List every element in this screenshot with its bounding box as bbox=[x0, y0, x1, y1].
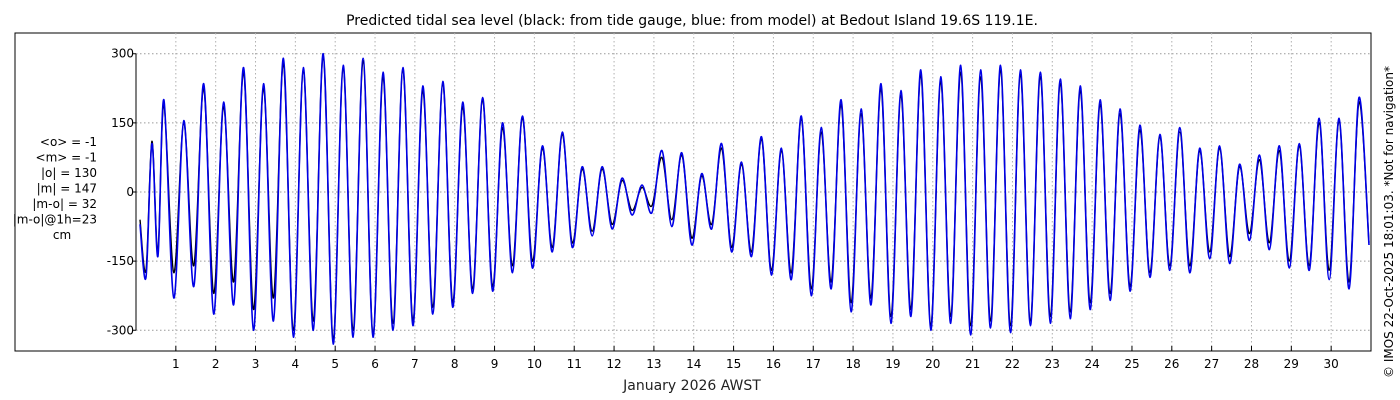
series-layer bbox=[139, 52, 1370, 345]
stat-line: |o| = 130 bbox=[41, 166, 97, 180]
x-tick-label: 21 bbox=[965, 357, 980, 371]
x-tick-label: 15 bbox=[726, 357, 741, 371]
credit-text: © IMOS 22-Oct-2025 18:01:03. *Not for na… bbox=[1382, 66, 1396, 378]
y-tick-label: -150 bbox=[107, 254, 134, 268]
x-tick-label: 2 bbox=[212, 357, 220, 371]
x-tick-label: 5 bbox=[331, 357, 339, 371]
x-tick-label: 25 bbox=[1124, 357, 1139, 371]
x-tick-label: 24 bbox=[1084, 357, 1099, 371]
x-tick-label: 10 bbox=[527, 357, 542, 371]
stats-panel: <o> = -1 <m> = -1|o| = 130 |m| = 147|m-o| … bbox=[13, 135, 97, 242]
y-tick-label: 150 bbox=[111, 116, 134, 130]
y-axis: 300 150 0 -150 -300 bbox=[107, 47, 137, 337]
x-tick-label: 7 bbox=[411, 357, 419, 371]
stat-line: |m-o|@1h=23 bbox=[13, 213, 97, 227]
x-axis-label: January 2026 AWST bbox=[622, 378, 761, 394]
x-tick-label: 17 bbox=[806, 357, 821, 371]
x-tick-label: 9 bbox=[491, 357, 499, 371]
chart-title: Predicted tidal sea level (black: from t… bbox=[346, 13, 1038, 29]
x-tick-label: 26 bbox=[1164, 357, 1179, 371]
model-series-line bbox=[139, 52, 1370, 345]
x-tick-label: 28 bbox=[1244, 357, 1259, 371]
x-tick-label: 19 bbox=[885, 357, 900, 371]
stat-line: cm bbox=[53, 228, 71, 242]
x-tick-label: 18 bbox=[845, 357, 860, 371]
stat-line: |m| = 147 bbox=[37, 182, 97, 196]
x-tick-label: 30 bbox=[1324, 357, 1339, 371]
stat-line: <m> = -1 bbox=[36, 151, 97, 165]
x-axis: 1 2 3 4 5 6 7 8 9 10 11 12 13 14 15 16 17 18 19 20 21 22 23 24 2… bbox=[172, 346, 1339, 371]
x-tick-label: 27 bbox=[1204, 357, 1219, 371]
x-tick-label: 23 bbox=[1045, 357, 1060, 371]
x-tick-label: 1 bbox=[172, 357, 180, 371]
x-tick-label: 4 bbox=[292, 357, 300, 371]
y-tick-label: 0 bbox=[126, 185, 134, 199]
x-tick-label: 6 bbox=[371, 357, 379, 371]
stat-line: |m-o| = 32 bbox=[32, 197, 97, 211]
x-tick-label: 8 bbox=[451, 357, 459, 371]
x-tick-label: 12 bbox=[606, 357, 621, 371]
x-tick-label: 3 bbox=[252, 357, 260, 371]
x-tick-label: 20 bbox=[925, 357, 940, 371]
x-tick-label: 16 bbox=[766, 357, 781, 371]
x-tick-label: 22 bbox=[1005, 357, 1020, 371]
y-tick-label: 300 bbox=[111, 47, 134, 61]
stat-line: <o> = -1 bbox=[40, 135, 97, 149]
x-tick-label: 11 bbox=[567, 357, 582, 371]
x-tick-label: 29 bbox=[1284, 357, 1299, 371]
x-tick-label: 14 bbox=[686, 357, 701, 371]
x-tick-label: 13 bbox=[646, 357, 661, 371]
y-tick-label: -300 bbox=[107, 323, 134, 337]
